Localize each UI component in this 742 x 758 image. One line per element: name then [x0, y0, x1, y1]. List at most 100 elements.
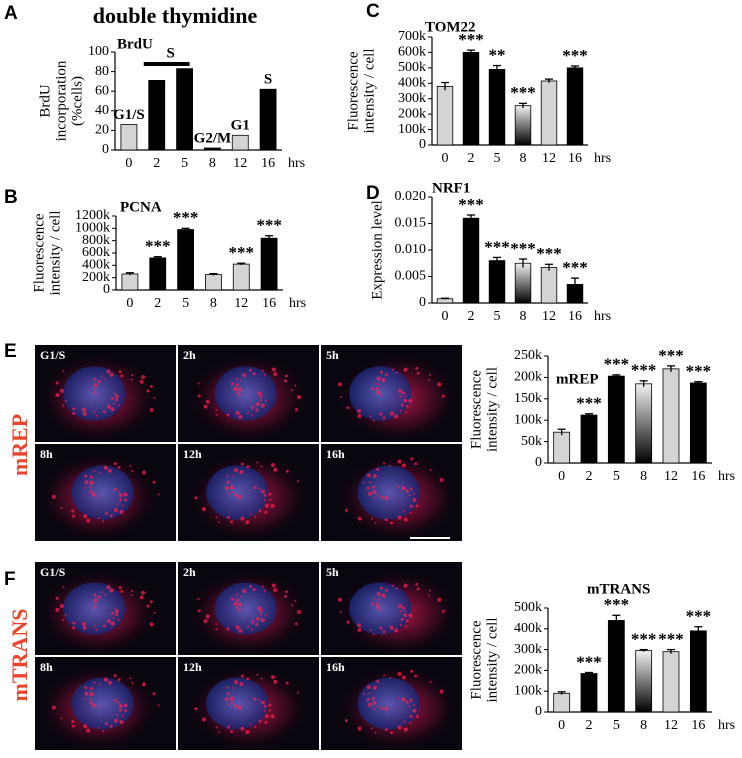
- speckle: [115, 613, 119, 617]
- speckle: [104, 593, 107, 596]
- annotation: ***: [173, 208, 199, 227]
- y-tick-label: 200k: [82, 270, 110, 285]
- speckle: [344, 719, 348, 723]
- speckle: [403, 510, 406, 513]
- annotation: ***: [536, 244, 562, 263]
- speckle: [118, 498, 122, 502]
- x-unit: hrs: [594, 151, 611, 166]
- speckle: [114, 394, 119, 399]
- micrograph-label: 5h: [326, 565, 339, 579]
- speckle: [408, 494, 411, 497]
- y-tick-label: 400k: [82, 258, 110, 273]
- x-tick-label: 5: [182, 296, 189, 311]
- speckle: [240, 379, 243, 382]
- y-tick-label: 0: [419, 295, 426, 310]
- speckle: [402, 606, 406, 610]
- speckle: [114, 392, 117, 395]
- y-tick-label: 80: [95, 64, 109, 79]
- speckle: [59, 603, 64, 608]
- speckle: [284, 374, 288, 378]
- bar: [232, 263, 250, 291]
- speckle: [337, 382, 342, 387]
- speckle: [106, 404, 111, 409]
- speckle: [113, 617, 116, 620]
- speckle: [71, 509, 75, 513]
- speckle: [397, 697, 400, 700]
- speckle: [271, 462, 276, 467]
- speckle: [89, 697, 92, 700]
- speckle: [394, 628, 399, 633]
- chart-title: NRF1: [432, 180, 470, 196]
- speckle: [93, 593, 97, 597]
- speckle: [296, 395, 301, 400]
- x-tick-label: 5: [181, 156, 188, 171]
- speckle: [263, 589, 266, 592]
- speckle: [226, 686, 229, 689]
- speckle: [130, 590, 133, 593]
- speckle: [409, 511, 412, 514]
- speckle: [197, 382, 200, 385]
- speckle: [89, 475, 93, 479]
- speckle: [253, 486, 257, 490]
- annotation: ***: [229, 243, 255, 262]
- speckle: [397, 459, 402, 464]
- speckle: [429, 680, 432, 683]
- speckle: [51, 705, 56, 710]
- speckle: [153, 396, 156, 399]
- speckle: [116, 503, 119, 506]
- speckle: [258, 487, 261, 490]
- speckle: [235, 383, 239, 387]
- speckle: [226, 480, 230, 484]
- speckle: [252, 588, 256, 592]
- speckle: [414, 674, 418, 678]
- speckle: [71, 719, 75, 723]
- speckle: [397, 671, 402, 676]
- row-label: mREP: [7, 414, 32, 476]
- speckle: [271, 675, 276, 680]
- speckle: [409, 487, 413, 491]
- speckle: [89, 490, 93, 494]
- speckle: [233, 386, 238, 391]
- y-tick-label: 200k: [514, 663, 542, 678]
- speckle: [62, 370, 65, 373]
- x-tick-label: 16: [691, 469, 705, 484]
- annotation: ***: [686, 362, 712, 381]
- bar: [566, 67, 584, 146]
- x-tick-label: 12: [542, 151, 556, 166]
- speckle: [226, 474, 229, 477]
- speckle: [97, 516, 100, 519]
- speckle: [71, 514, 75, 518]
- annotation: ***: [631, 361, 657, 380]
- x-tick-label: 8: [209, 156, 216, 171]
- speckle: [139, 595, 144, 600]
- speckle: [205, 614, 210, 619]
- bar: [580, 673, 598, 713]
- annotation: ***: [562, 46, 588, 65]
- y-tick-label: 300k: [514, 642, 542, 657]
- speckle: [238, 414, 243, 419]
- y-tick-label: 200k: [398, 106, 426, 121]
- speckle: [399, 610, 402, 613]
- speckle: [229, 696, 234, 701]
- speckle: [149, 408, 154, 413]
- speckle: [139, 379, 144, 384]
- x-tick-label: 2: [153, 156, 160, 171]
- speckle: [296, 480, 299, 483]
- speckle: [72, 626, 76, 630]
- speckle: [103, 465, 108, 470]
- y-tick-label: 0: [103, 282, 110, 297]
- speckle: [405, 404, 409, 408]
- annotation: S: [264, 72, 272, 88]
- panel-letter: D: [366, 183, 380, 204]
- speckle: [296, 609, 301, 614]
- speckle: [55, 607, 60, 612]
- speckle: [428, 373, 431, 376]
- speckle: [83, 486, 86, 489]
- speckle: [197, 394, 201, 398]
- speckle: [227, 703, 230, 706]
- speckle: [64, 399, 67, 402]
- bar: [607, 375, 625, 464]
- speckle: [64, 614, 67, 617]
- speckle: [382, 416, 386, 420]
- speckle: [72, 412, 76, 416]
